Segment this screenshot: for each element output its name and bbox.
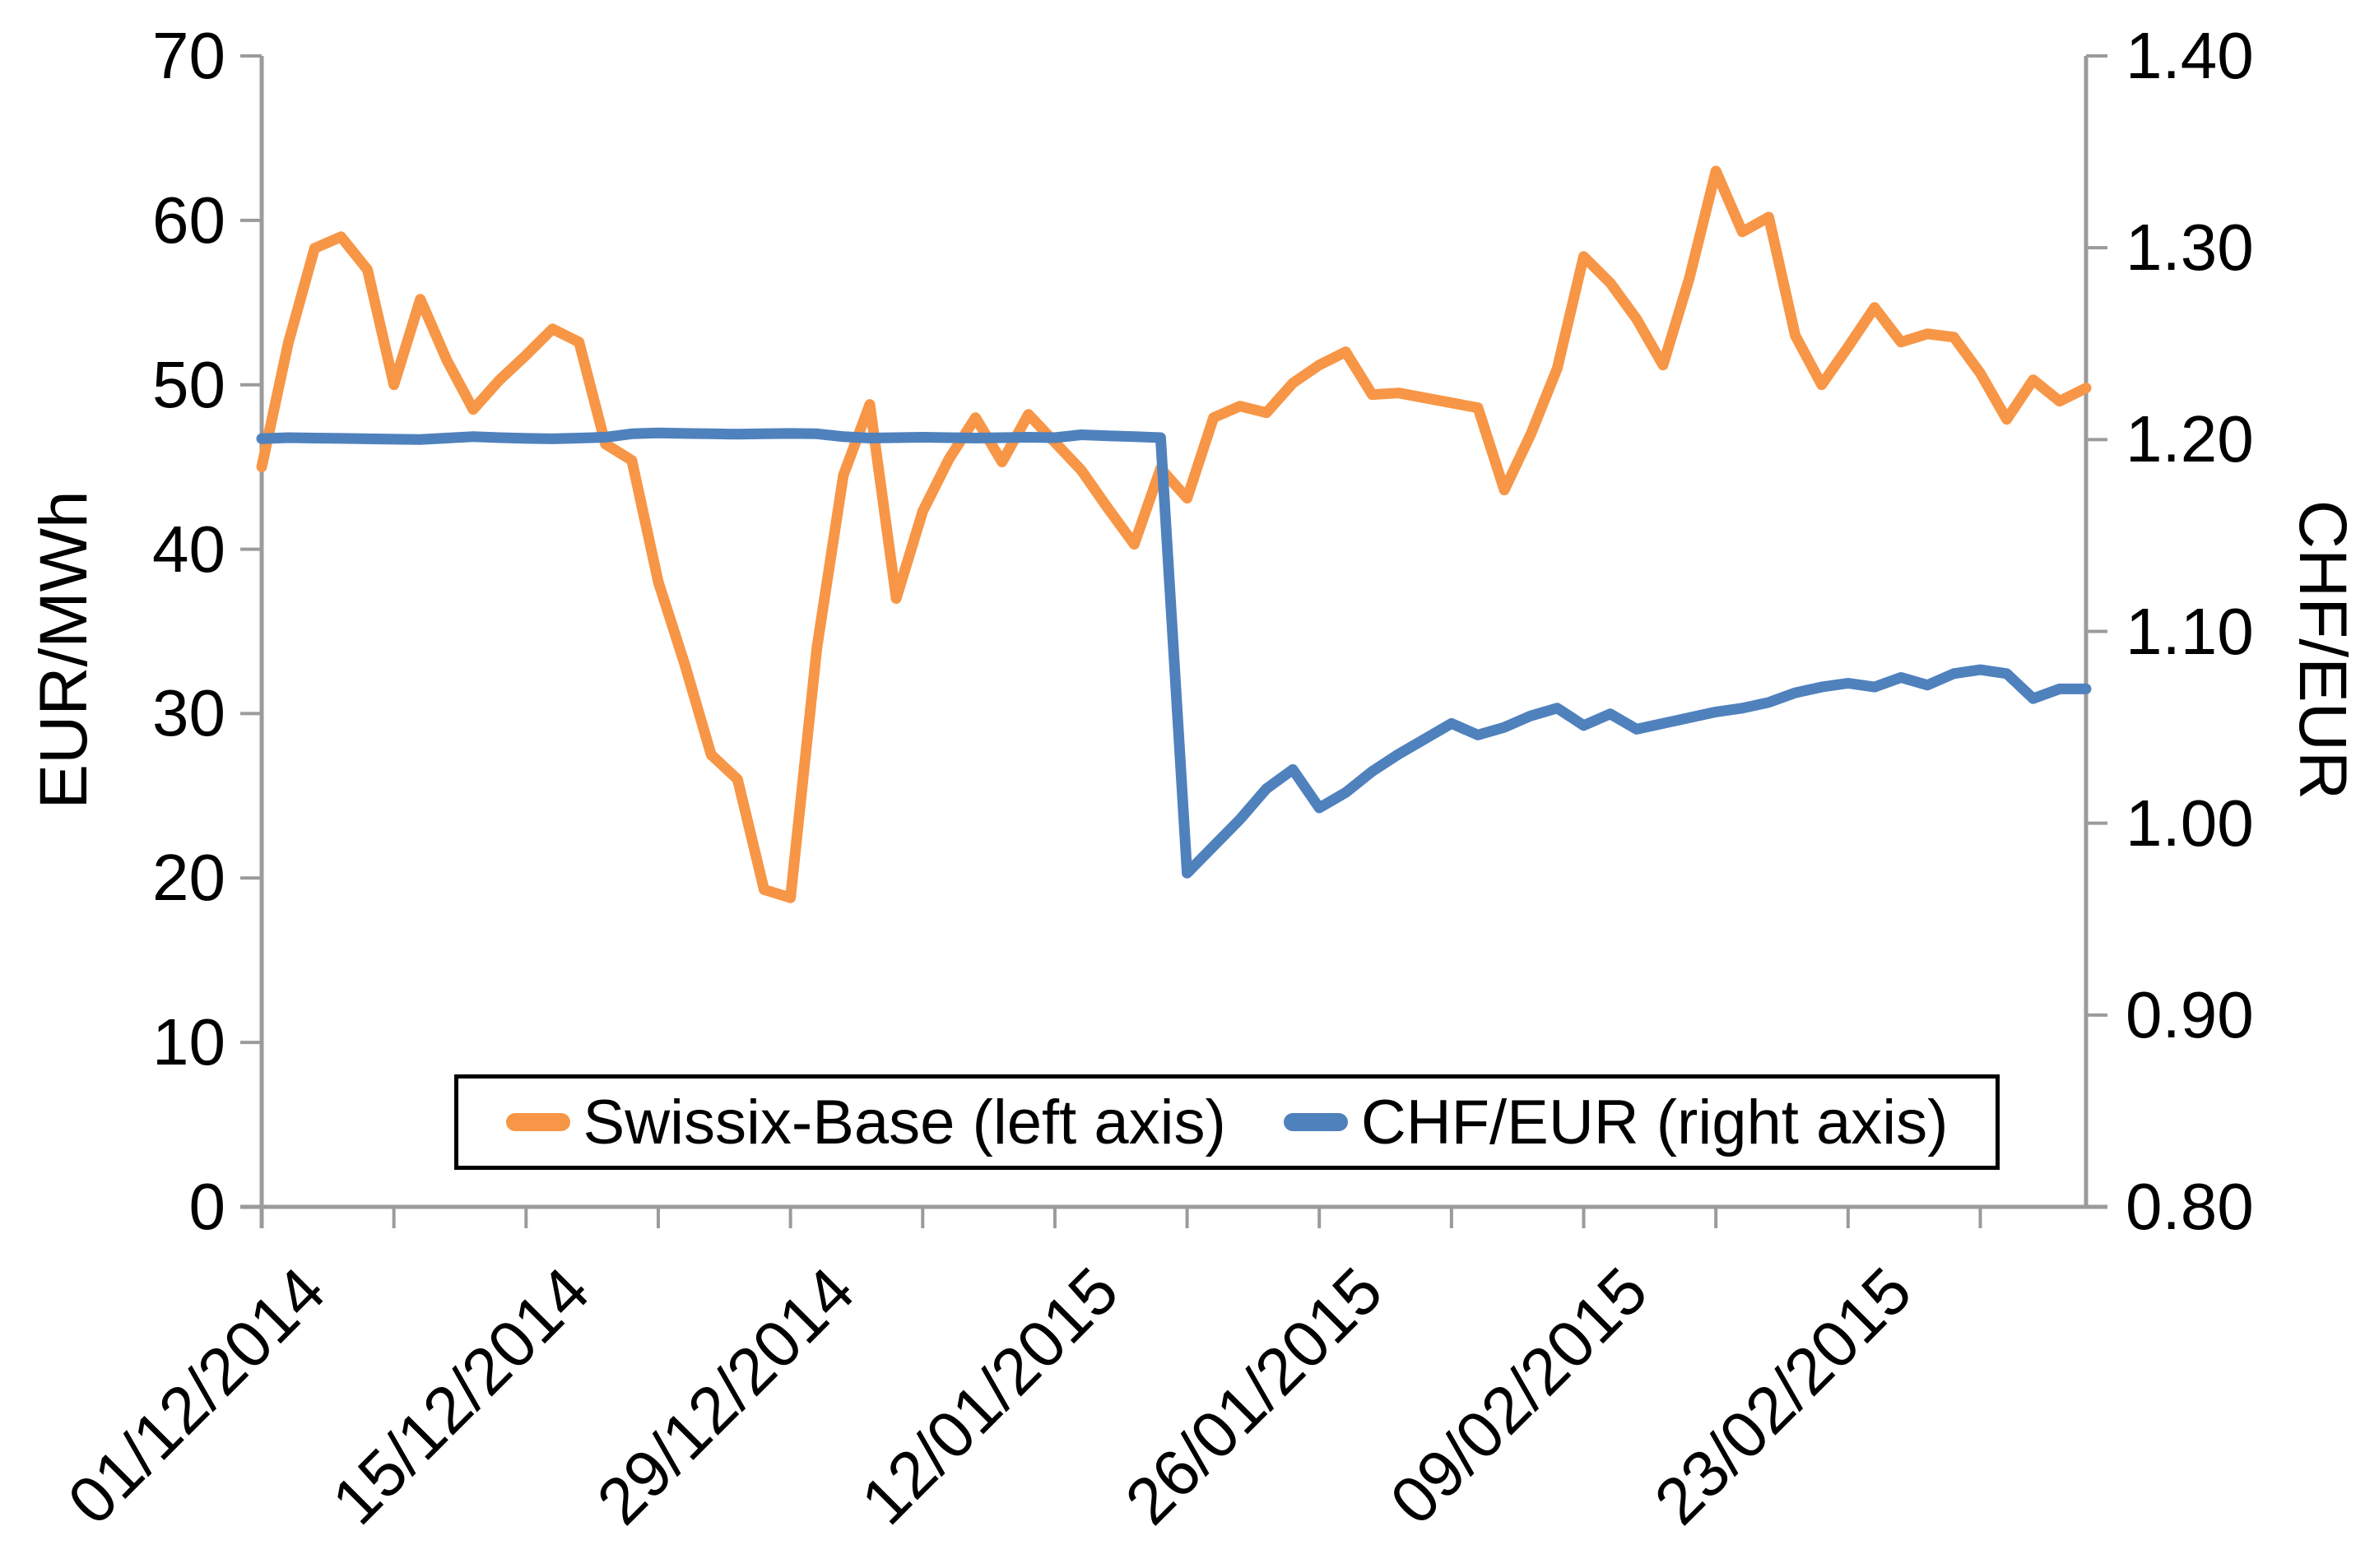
- right-axis-tick-label: 1.40: [2126, 19, 2254, 92]
- legend-entry-swissix: Swissix-Base (left axis): [505, 1087, 1226, 1158]
- left-axis-tick-label: 70: [152, 19, 225, 92]
- right-axis-tick-label: 1.30: [2126, 211, 2254, 285]
- left-axis-tick-label: 50: [152, 347, 225, 421]
- left-axis-tick-label: 40: [152, 512, 225, 586]
- chf-eur-line: [256, 427, 2092, 879]
- right-axis-tick-label: 1.10: [2126, 594, 2254, 668]
- legend-label-swissix: Swissix-Base (left axis): [583, 1087, 1226, 1157]
- right-axis-tick-label: 1.00: [2126, 786, 2254, 860]
- swissix-base-line: [256, 165, 2092, 903]
- swissix-line-swatch: [505, 1113, 570, 1131]
- left-axis-tick-label: 20: [152, 841, 225, 915]
- right-axis-title: CHF/EUR: [2285, 499, 2360, 800]
- left-axis-tick-label: 0: [188, 1170, 226, 1243]
- left-axis-tick-label: 60: [152, 183, 225, 257]
- right-axis-tick-label: 0.90: [2126, 977, 2254, 1051]
- legend-entry-chfeur: CHF/EUR (right axis): [1283, 1087, 1949, 1158]
- legend-box: Swissix-Base (left axis) CHF/EUR (right …: [454, 1074, 2000, 1170]
- chfeur-line-swatch: [1283, 1113, 1348, 1131]
- left-axis-tick-label: 30: [152, 676, 225, 750]
- right-axis-tick-label: 1.20: [2126, 402, 2254, 476]
- left-axis-tick-label: 10: [152, 1005, 225, 1079]
- left-axis-title: EUR/MWh: [26, 490, 101, 810]
- right-axis-tick-label: 0.80: [2126, 1170, 2254, 1243]
- legend-label-chfeur: CHF/EUR (right axis): [1360, 1087, 1949, 1157]
